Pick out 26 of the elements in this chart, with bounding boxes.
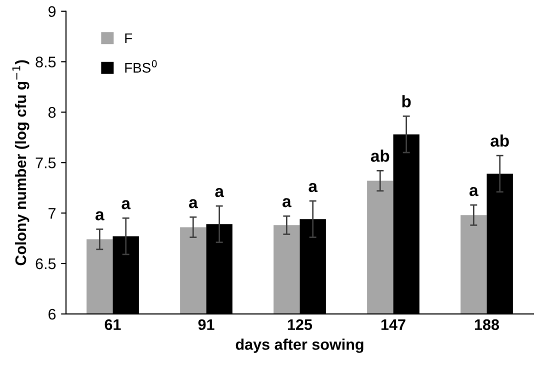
x-tick-label: 61	[104, 319, 121, 330]
annotation: a	[96, 211, 104, 220]
annotation: a	[122, 200, 131, 210]
annotation: a	[282, 198, 292, 208]
x-tick-label: 188	[474, 319, 500, 330]
x-axis-title: days after sowing	[236, 338, 364, 353]
y-tick-label: 6.5	[36, 258, 56, 270]
x-tick-label: 125	[288, 319, 312, 330]
y-tick-label: 7.5	[36, 158, 56, 168]
y-tick-label: 8.5	[36, 56, 56, 68]
legend-label: FBS$^{0}$	[125, 60, 157, 73]
y-tick-label: 9	[48, 6, 56, 17]
x-tick-label: 91	[198, 319, 214, 330]
annotation: a	[215, 188, 224, 198]
y-tick-label: 6	[48, 308, 56, 320]
x-tick-label: 147	[381, 319, 406, 330]
y-tick-label: 8	[48, 107, 56, 118]
annotation: ab	[370, 150, 390, 162]
annotation: b	[402, 95, 411, 108]
annotation: ab	[490, 134, 509, 147]
legend-label: F	[125, 33, 132, 43]
y-tick-label: 7	[48, 208, 56, 219]
annotation: a	[470, 187, 478, 196]
annotation: a	[308, 182, 318, 192]
annotation: a	[189, 199, 198, 208]
y-axis-title: Colony number (log cfu g$^{−1}$)	[12, 60, 30, 266]
